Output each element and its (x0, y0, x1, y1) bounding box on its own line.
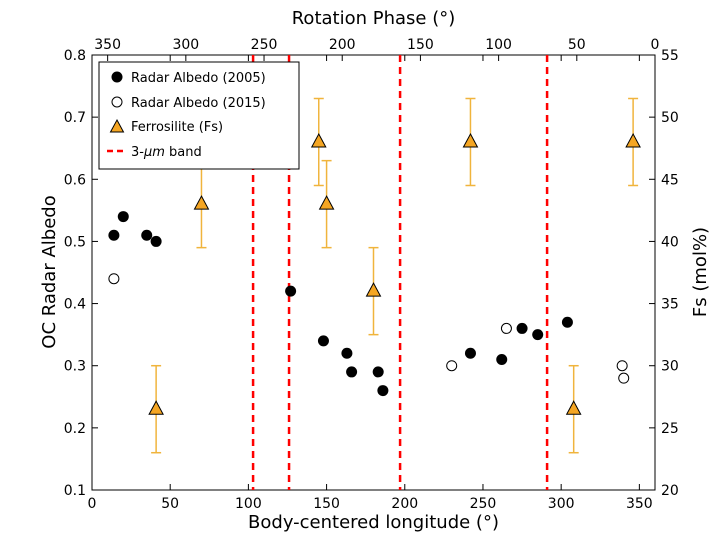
markers-group (108, 132, 641, 415)
top-tick-label-1: 300 (172, 37, 199, 53)
legend-marker-2015 (111, 96, 123, 108)
x-tick-label-4: 200 (391, 496, 418, 512)
top-tick-label-3: 200 (329, 37, 356, 53)
y2-tick-label-4: 40 (661, 234, 679, 250)
fs-point-5 (462, 132, 479, 148)
y-axis-title: OC Radar Albedo (39, 195, 60, 348)
legend: Radar Albedo (2005) Radar Albedo (2015) … (98, 61, 300, 170)
point-2005-6 (341, 347, 353, 359)
y2-axis-title: Fs (mol%) (690, 227, 711, 317)
y-tick-label-0: 0.1 (64, 483, 86, 499)
point-2005-12 (516, 322, 528, 334)
y2-tick-label-0: 20 (661, 483, 679, 499)
legend-label-band-mu: μm (143, 145, 165, 160)
point-2005-9 (377, 385, 389, 397)
legend-marker-2005 (111, 71, 123, 83)
top-tick-label-2: 250 (251, 37, 278, 53)
x-tick-label-1: 50 (161, 496, 179, 512)
point-2005-11 (496, 354, 508, 365)
legend-label-2015: Radar Albedo (2015) (131, 96, 266, 111)
y-tick-label-2: 0.3 (64, 359, 86, 375)
x-tick-label-6: 300 (548, 496, 575, 512)
point-2015-0 (108, 273, 120, 285)
point-2005-8 (372, 366, 384, 378)
top-axis-title: Rotation Phase (°) (292, 8, 456, 29)
x-tick-label-0: 0 (88, 496, 97, 512)
y-tick-label-3: 0.4 (64, 297, 86, 313)
y-tick-label-7: 0.8 (64, 48, 86, 64)
y-tick-label-1: 0.2 (64, 421, 86, 437)
point-2005-10 (464, 347, 476, 359)
y2-tick-label-7: 55 (661, 48, 679, 64)
point-2005-4 (285, 285, 297, 297)
y-tick-label-6: 0.7 (64, 110, 86, 126)
fs-point-7 (625, 132, 641, 148)
fs-point-3 (318, 195, 335, 210)
point-2005-3 (150, 235, 162, 247)
point-2015-1 (446, 360, 458, 372)
fs-point-1 (193, 195, 210, 210)
top-tick-label-6: 50 (568, 37, 586, 53)
point-2015-2 (500, 322, 512, 334)
point-2015-3 (616, 360, 628, 372)
y2-tick-label-3: 35 (661, 297, 679, 313)
top-tick-label-7: 0 (651, 37, 660, 53)
legend-label-band-prefix: 3- (131, 145, 144, 160)
x-tick-label-7: 350 (626, 496, 653, 512)
y2-tick-label-6: 50 (661, 110, 679, 126)
legend-label-band-suffix: band (165, 145, 202, 160)
point-2005-2 (141, 229, 153, 241)
top-tick-label-4: 150 (407, 37, 434, 53)
point-2015-4 (618, 372, 630, 384)
point-2005-1 (117, 211, 129, 223)
point-2005-14 (561, 316, 573, 328)
legend-label-2005: Radar Albedo (2005) (131, 71, 266, 86)
y-tick-label-4: 0.5 (64, 234, 86, 250)
x-axis-title: Body-centered longitude (°) (248, 512, 499, 533)
legend-marker-fs (109, 118, 125, 133)
fs-point-0 (148, 400, 164, 415)
legend-label-band: 3-μm band (131, 145, 202, 160)
point-2005-5 (317, 335, 329, 347)
point-2005-7 (346, 366, 358, 378)
y2-tick-label-1: 25 (661, 421, 679, 437)
fs-point-6 (565, 400, 582, 415)
y2-tick-label-2: 30 (661, 359, 679, 375)
y2-tick-label-5: 45 (661, 172, 679, 188)
fs-point-2 (310, 132, 327, 148)
legend-box (98, 61, 300, 170)
x-tick-label-3: 150 (313, 496, 340, 512)
top-tick-label-0: 350 (94, 37, 121, 53)
x-tick-label-5: 250 (470, 496, 497, 512)
legend-label-fs: Ferrosilite (Fs) (131, 120, 223, 135)
point-2005-13 (532, 329, 544, 341)
top-tick-label-5: 100 (485, 37, 512, 53)
y-tick-label-5: 0.6 (64, 172, 86, 188)
fs-point-4 (365, 282, 382, 297)
x-tick-label-2: 100 (235, 496, 262, 512)
point-2005-0 (108, 229, 120, 241)
